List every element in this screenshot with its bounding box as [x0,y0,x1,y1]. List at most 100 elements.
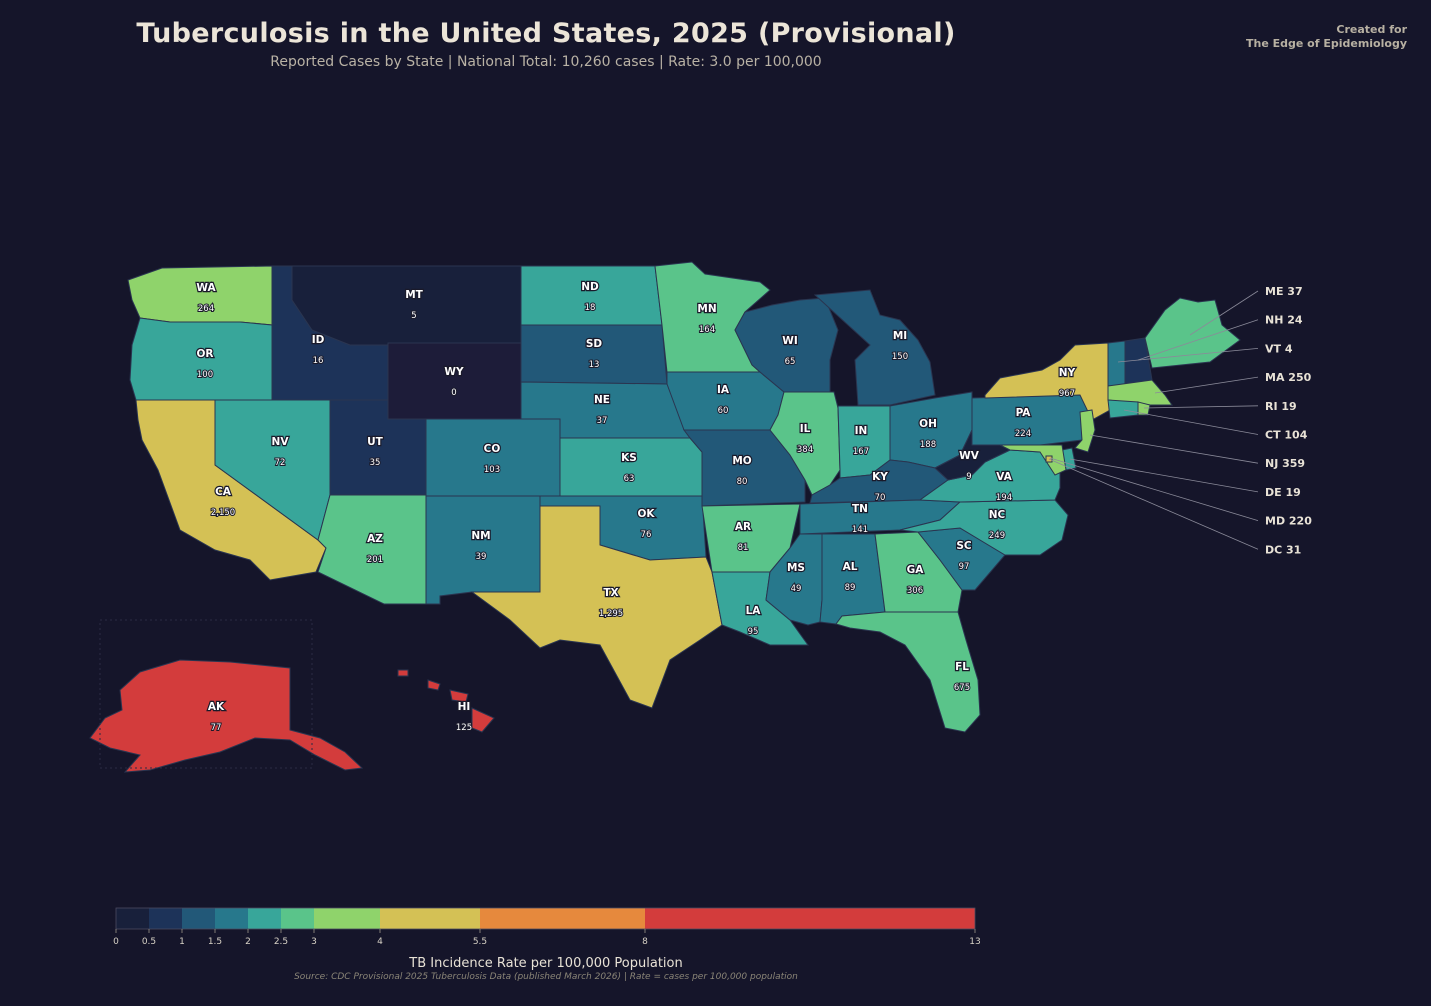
callout-NJ: NJ 359 [1265,457,1305,470]
colorbar-bin-1 [149,908,182,929]
state-CO[interactable] [425,418,561,497]
state-cases-AL: 89 [845,583,856,593]
state-label-SC: SC [956,540,972,552]
state-NC[interactable] [899,499,1069,556]
callout-CT: CT 104 [1265,429,1308,442]
state-label-TX: TX [603,587,618,599]
state-CT[interactable] [1107,399,1139,419]
state-label-CO: CO [484,443,501,455]
state-HI[interactable] [397,669,495,733]
state-cases-MO: 80 [737,477,748,487]
state-cases-ID: 16 [313,356,324,366]
state-label-AZ: AZ [367,533,383,545]
state-label-NE: NE [594,394,610,406]
state-cases-IL: 384 [797,445,813,455]
state-NJ[interactable] [1074,409,1096,453]
state-SD[interactable] [520,324,668,385]
state-label-WY: WY [444,366,464,378]
colorbar-bin-4 [248,908,281,929]
state-label-WA: WA [196,282,216,294]
callout-RI: RI 19 [1265,400,1297,413]
state-VT[interactable] [1107,340,1126,387]
callout-line-MA [1154,376,1259,394]
state-label-IN: IN [855,425,868,437]
colorbar-tick-9: 8 [642,937,648,947]
state-label-MN: MN [697,303,716,315]
colorbar-bin-8 [480,908,645,929]
callout-DE: DE 19 [1265,486,1301,499]
state-ND[interactable] [520,265,663,326]
state-WA[interactable] [127,265,273,326]
state-cases-HI: 125 [456,723,472,733]
callout-line-CT [1123,409,1259,435]
state-cases-KY: 70 [875,493,886,503]
colorbar-tick-0: 0 [113,937,119,947]
state-label-OR: OR [196,348,213,360]
state-cases-TX: 1,295 [599,609,623,619]
state-cases-WI: 65 [785,357,796,367]
state-cases-OK: 76 [641,530,652,540]
callout-line-NH [1137,319,1259,361]
state-AK[interactable] [89,659,364,773]
callout-line-VT [1117,348,1259,363]
state-label-NV: NV [272,436,290,448]
state-TX[interactable] [470,505,723,709]
colorbar-bin-6 [314,908,380,929]
state-label-AK: AK [208,701,225,713]
state-label-NM: NM [471,530,490,542]
callout-line-DE [1069,458,1259,493]
colorbar-tick-5: 2.5 [274,937,288,947]
state-PA[interactable] [971,394,1093,446]
state-label-KY: KY [872,471,888,483]
state-label-GA: GA [907,564,925,576]
state-label-IL: IL [800,423,811,435]
state-label-FL: FL [955,661,969,673]
colorbar-tick-2: 1 [179,937,185,947]
state-cases-LA: 95 [748,627,759,637]
state-KS[interactable] [559,437,703,497]
state-MD[interactable] [999,444,1067,476]
state-label-OH: OH [919,418,937,430]
state-AZ[interactable] [317,494,427,605]
map-title: Tuberculosis in the United States, 2025 … [136,18,956,49]
state-label-MS: MS [787,562,805,574]
source-note: Source: CDC Provisional 2025 Tuberculosi… [294,972,798,982]
state-cases-TN: 141 [852,525,868,535]
state-cases-CA: 2,150 [211,508,235,518]
state-label-WI: WI [782,335,798,347]
state-IA[interactable] [666,371,785,431]
colorbar-tick-6: 3 [311,937,317,947]
state-MI[interactable] [813,289,936,406]
credit-line-2: The Edge of Epidemiology [1245,37,1407,50]
colorbar-tick-1: 0.5 [142,937,156,947]
state-cases-NM: 39 [476,552,487,562]
credit: Created for The Edge of Epidemiology [1246,23,1407,51]
colorbar-tick-3: 1.5 [208,937,222,947]
state-AL[interactable] [819,533,886,625]
state-cases-SD: 13 [589,360,600,370]
state-RI[interactable] [1137,401,1151,416]
state-cases-NC: 249 [989,531,1005,541]
state-WY[interactable] [387,342,522,420]
state-label-MO: MO [732,455,751,467]
state-cases-MI: 150 [892,352,908,362]
state-MT[interactable] [291,265,522,346]
state-WI[interactable] [734,297,839,393]
state-cases-AR: 81 [738,543,749,553]
state-cases-AK: 77 [211,723,222,733]
colorbar-bin-0 [116,908,149,929]
state-cases-ND: 18 [585,303,596,313]
state-shapes [89,261,1241,773]
state-label-MT: MT [405,289,423,301]
state-cases-MN: 164 [699,325,715,335]
state-cases-IA: 60 [718,406,729,416]
state-label-LA: LA [746,605,762,617]
state-label-HI: HI [458,701,471,713]
state-label-KS: KS [621,452,637,464]
colorbar-tick-10: 13 [969,937,980,947]
state-FL[interactable] [835,611,981,733]
state-label-NC: NC [989,509,1006,521]
callout-DC: DC 31 [1265,543,1301,556]
map-subtitle: Reported Cases by State | National Total… [270,54,822,70]
state-NM[interactable] [425,495,541,605]
